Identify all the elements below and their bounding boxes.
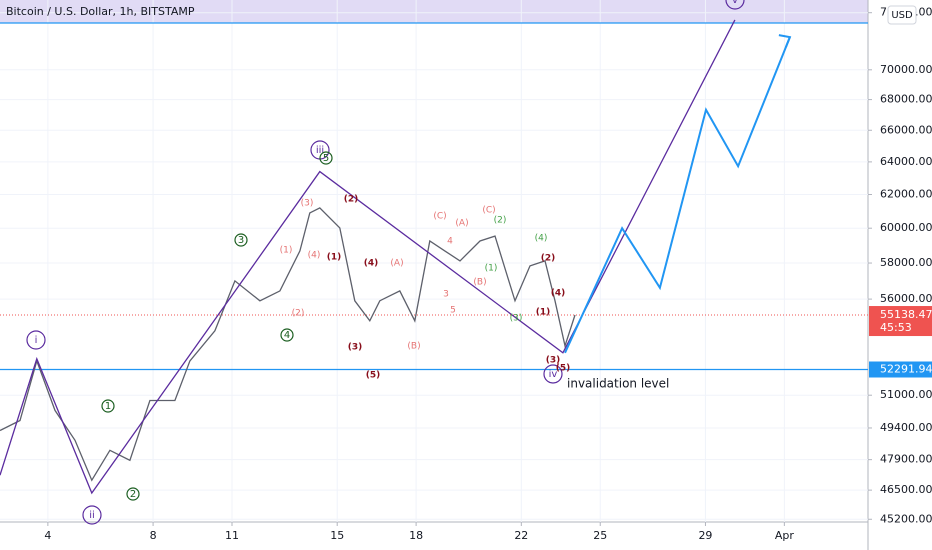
x-tick-label: 15 [330,529,344,542]
wave-circle [101,399,115,413]
price-label: 52291.94 [880,363,932,376]
y-tick-label: 66000.00 [880,123,932,136]
wave-circle [725,0,745,10]
wave-label: 5 [450,306,456,316]
wave-label: i [35,335,38,346]
wave-label: 5 [323,153,329,164]
y-tick-label: 49400.00 [880,421,932,434]
wave-label: 1 [105,401,111,412]
wave-circle [234,233,248,247]
series-line [564,36,791,354]
chart-title: Bitcoin / U.S. Dollar, 1h, BITSTAMP [6,5,195,18]
y-tick-label: 60000.00 [880,221,932,234]
x-tick-label: 22 [514,529,528,542]
y-tick-label: 68000.00 [880,93,932,106]
plot [0,0,868,522]
wave-circle [26,330,46,350]
currency-button-label[interactable]: USD [891,10,913,21]
currency-button[interactable] [887,5,917,25]
wave-label: (B) [473,278,486,288]
wave-label: (3) [546,356,561,366]
wave-circle [543,364,563,384]
wave-label: (5) [556,364,571,374]
x-tick-label: 11 [225,529,239,542]
x-tick-label: 25 [593,529,607,542]
y-tick-label: 46500.00 [880,483,932,496]
wave-label: v [732,0,738,6]
wave-circle [280,328,294,342]
countdown: 45:53 [880,321,912,334]
y-tick-label: 70000.00 [880,63,932,76]
wave-label: (5) [366,371,381,381]
wave-label: (4) [551,289,566,299]
wave-circle [319,151,333,165]
wave-label: (4) [535,234,548,244]
y-tick-label: 64000.00 [880,155,932,168]
wave-label: (3) [301,199,314,209]
y-tick-label: 47900.00 [880,453,932,466]
current-price-box [869,306,932,337]
x-tick-label: Apr [775,529,795,542]
wave-label: (A) [455,219,468,229]
wave-label: iv [549,369,558,380]
wave-label: (4) [308,251,321,261]
price-label-box [869,361,932,378]
wave-label: 2 [130,489,136,500]
wave-label: iii [316,145,324,156]
note: invalidation level [567,377,669,391]
wave-label: (2) [541,254,556,264]
series-line [0,207,576,482]
wave-label: (3) [510,314,523,324]
wave-label: (B) [407,342,420,352]
target-zone [0,0,868,23]
wave-circle [82,505,102,525]
wave-label: (1) [327,253,342,263]
wave-label: (1) [280,246,293,256]
series-line [0,19,736,495]
y-tick-label: 45200.00 [880,512,932,525]
x-tick-label: 18 [409,529,423,542]
wave-label: 3 [238,235,244,246]
wave-label: (A) [390,259,403,269]
wave-label: 4 [447,237,453,247]
y-tick-label: 51000.00 [880,388,932,401]
wave-label: (2) [292,309,305,319]
y-tick-label: 56000.00 [880,292,932,305]
x-tick-label: 29 [698,529,712,542]
wave-label: (2) [494,216,507,226]
wave-label: (1) [536,308,551,318]
y-tick-label: 62000.00 [880,188,932,201]
current-price-label: 55138.47 [880,308,932,321]
wave-label: (3) [348,343,363,353]
wave-label: ii [89,510,95,521]
arrowhead [778,34,792,48]
y-tick-label: 58000.00 [880,256,932,269]
wave-circle [126,487,140,501]
wave-label: (1) [485,264,498,274]
x-tick-label: 4 [44,529,51,542]
wave-label: 4 [284,330,290,341]
wave-label: (C) [433,212,446,222]
wave-label: (4) [364,259,379,269]
wave-label: (C) [482,206,495,216]
x-tick-label: 8 [150,529,157,542]
wave-label: (2) [344,195,359,205]
wave-label: 3 [443,290,449,300]
